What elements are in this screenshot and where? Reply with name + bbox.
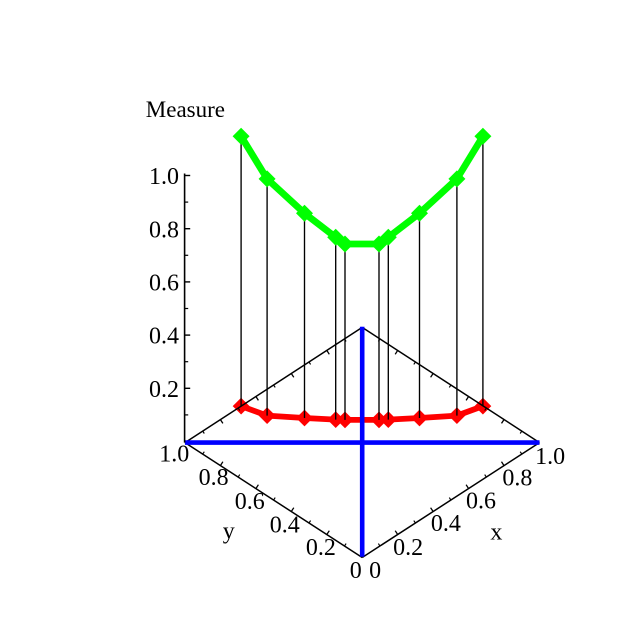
- svg-text:0.8: 0.8: [199, 465, 229, 491]
- svg-text:0.4: 0.4: [149, 324, 179, 350]
- svg-text:1.0: 1.0: [159, 442, 189, 468]
- svg-text:0: 0: [350, 558, 362, 584]
- svg-text:0.6: 0.6: [149, 271, 179, 297]
- svg-text:Measure: Measure: [146, 97, 225, 122]
- svg-text:1.0: 1.0: [149, 164, 179, 190]
- svg-text:0.4: 0.4: [431, 511, 461, 537]
- svg-text:x: x: [490, 519, 502, 545]
- svg-text:0: 0: [369, 558, 381, 584]
- svg-text:0.8: 0.8: [502, 465, 532, 491]
- svg-text:1.0: 1.0: [535, 444, 565, 470]
- svg-text:0.4: 0.4: [270, 512, 300, 538]
- svg-text:0.2: 0.2: [306, 535, 336, 561]
- svg-text:y: y: [223, 519, 235, 545]
- svg-text:0.2: 0.2: [149, 377, 179, 403]
- svg-text:0.8: 0.8: [149, 217, 179, 243]
- svg-text:0.2: 0.2: [393, 535, 423, 561]
- svg-text:0.6: 0.6: [466, 489, 496, 515]
- svg-text:0.6: 0.6: [235, 489, 265, 515]
